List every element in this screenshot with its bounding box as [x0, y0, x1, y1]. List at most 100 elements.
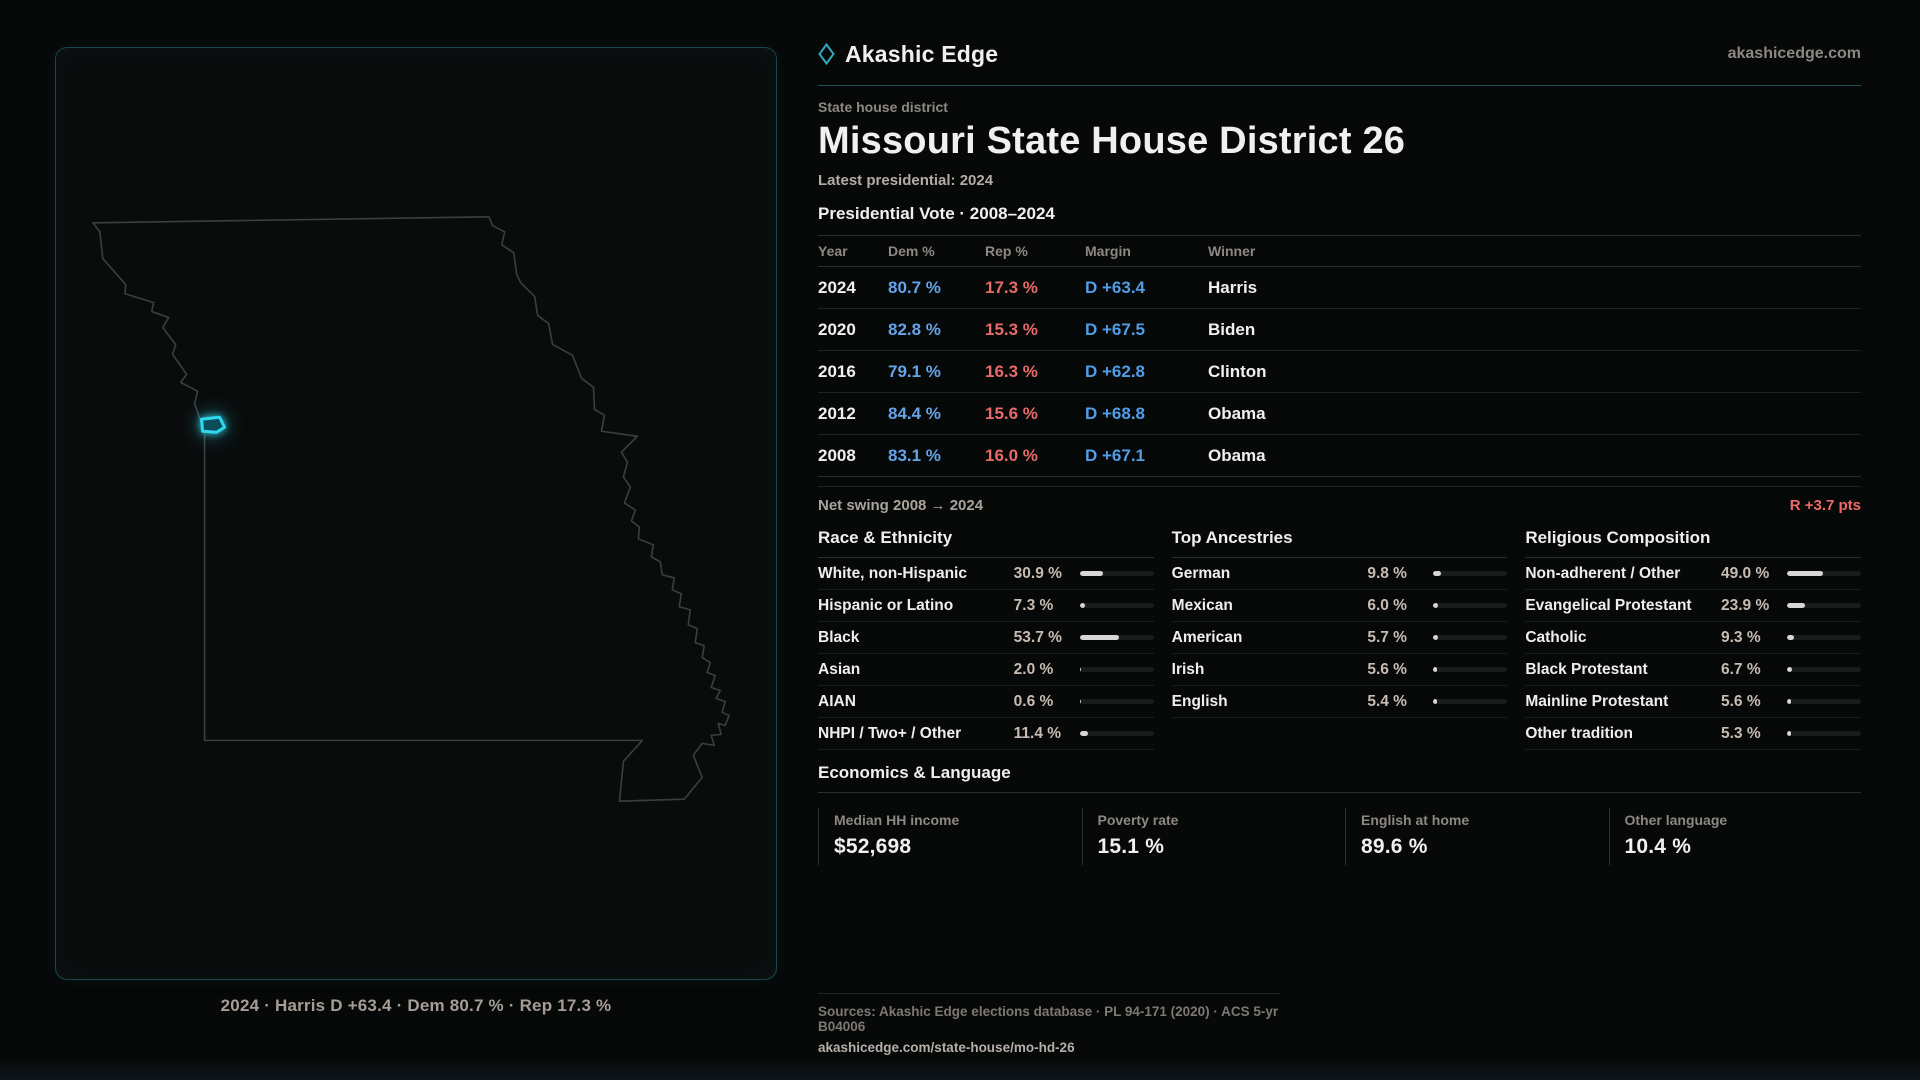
table-row: 2008 83.1 % 16.0 % D +67.1 Obama — [818, 435, 1861, 477]
demo-value: 2.0 % — [1013, 660, 1054, 678]
demo-bar — [1786, 635, 1861, 640]
demographics-section: Race & Ethnicity White, non-Hispanic 30.… — [818, 528, 1861, 750]
bar-fill — [1079, 667, 1082, 672]
year-cell: 2016 — [818, 361, 856, 381]
demo-bar — [1433, 571, 1508, 576]
dem-cell: 82.8 % — [888, 319, 941, 339]
economics-title: Economics & Language — [818, 763, 1861, 793]
main-content: Akashic Edge akashicedge.com State house… — [818, 40, 1861, 865]
list-item: Asian 2.0 % — [818, 654, 1154, 686]
demo-bar — [1079, 667, 1154, 672]
winner-cell: Obama — [1208, 445, 1266, 465]
demo-bar — [1079, 699, 1154, 704]
race-ethnicity-column: Race & Ethnicity White, non-Hispanic 30.… — [818, 528, 1154, 750]
demo-bar — [1079, 635, 1154, 640]
rep-cell: 16.3 % — [985, 361, 1038, 381]
demo-value: 5.6 % — [1367, 660, 1407, 678]
demo-label: Non-adherent / Other — [1525, 564, 1681, 582]
net-swing-row: Net swing 2008 → 2024 R +3.7 pts — [818, 486, 1861, 514]
stat-card: English at home 89.6 % — [1345, 808, 1598, 865]
col-dem: Dem % — [888, 243, 935, 259]
year-cell: 2020 — [818, 319, 856, 339]
list-item: Evangelical Protestant 23.9 % — [1525, 590, 1861, 622]
bar-fill — [1786, 603, 1805, 608]
margin-cell: D +68.8 — [1085, 403, 1146, 423]
race-ethnicity-title: Race & Ethnicity — [818, 528, 1154, 558]
demo-label: Mainline Protestant — [1525, 692, 1669, 710]
demo-label: Irish — [1171, 660, 1205, 678]
demo-value: 11.4 % — [1013, 724, 1062, 742]
stat-value: 15.1 % — [1097, 835, 1165, 858]
missouri-state-outline — [92, 216, 730, 802]
demo-bar — [1786, 571, 1861, 576]
vote-table-header: Year Dem % Rep % Margin Winner — [818, 236, 1861, 267]
bar-fill — [1786, 635, 1794, 640]
ancestries-title: Top Ancestries — [1171, 528, 1508, 558]
rep-cell: 15.6 % — [985, 403, 1038, 423]
bar-fill — [1786, 699, 1792, 704]
list-item: AIAN 0.6 % — [818, 686, 1154, 718]
bar-fill — [1079, 731, 1089, 736]
margin-cell: D +62.8 — [1085, 361, 1146, 381]
stat-value: 89.6 % — [1361, 835, 1428, 858]
list-item: Black 53.7 % — [818, 622, 1154, 654]
stat-value: $52,698 — [834, 835, 912, 858]
bar-fill — [1433, 699, 1438, 704]
rep-cell: 17.3 % — [985, 277, 1038, 297]
demo-value: 53.7 % — [1013, 628, 1062, 646]
bar-fill — [1433, 603, 1438, 608]
demo-bar — [1786, 667, 1861, 672]
list-item: Other tradition 5.3 % — [1525, 718, 1861, 750]
list-item: Mainline Protestant 5.6 % — [1525, 686, 1861, 718]
list-item: White, non-Hispanic 30.9 % — [818, 558, 1154, 590]
list-item: English 5.4 % — [1171, 686, 1508, 718]
demo-label: Catholic — [1525, 628, 1587, 646]
demo-label: American — [1171, 628, 1243, 646]
latest-presidential-note: Latest presidential: 2024 — [818, 172, 994, 189]
demo-label: NHPI / Two+ / Other — [818, 724, 962, 742]
bar-fill — [1786, 667, 1792, 672]
bar-fill — [1433, 571, 1441, 576]
brand-diamond-icon — [818, 43, 835, 65]
demo-label: Black Protestant — [1525, 660, 1648, 678]
dem-cell: 80.7 % — [888, 277, 941, 297]
religion-column: Religious Composition Non-adherent / Oth… — [1525, 528, 1861, 750]
demo-value: 5.6 % — [1720, 692, 1761, 710]
demo-bar — [1433, 635, 1508, 640]
dem-cell: 79.1 % — [888, 361, 941, 381]
stat-label: English at home — [1361, 812, 1470, 828]
demo-value: 49.0 % — [1720, 564, 1770, 582]
demo-label: German — [1171, 564, 1231, 582]
map-caption: 2024 · Harris D +63.4 · Dem 80.7 % · Rep… — [220, 996, 612, 1015]
demo-value: 5.3 % — [1720, 724, 1761, 742]
demo-value: 23.9 % — [1720, 596, 1770, 614]
rep-cell: 15.3 % — [985, 319, 1038, 339]
winner-cell: Clinton — [1208, 361, 1267, 381]
table-row: 2012 84.4 % 15.6 % D +68.8 Obama — [818, 393, 1861, 435]
list-item: Irish 5.6 % — [1171, 654, 1508, 686]
year-cell: 2024 — [818, 277, 856, 297]
bar-fill — [1786, 571, 1824, 576]
dem-cell: 84.4 % — [888, 403, 941, 423]
table-row: 2024 80.7 % 17.3 % D +63.4 Harris — [818, 267, 1861, 309]
winner-cell: Harris — [1208, 277, 1258, 297]
net-swing-value: R +3.7 pts — [1789, 497, 1861, 514]
table-row: 2016 79.1 % 16.3 % D +62.8 Clinton — [818, 351, 1861, 393]
demo-value: 6.0 % — [1367, 596, 1407, 614]
demo-value: 7.3 % — [1013, 596, 1054, 614]
brand-row: Akashic Edge akashicedge.com — [818, 40, 1861, 68]
economics-stats: Median HH income $52,698 Poverty rate 15… — [818, 808, 1861, 865]
permalink[interactable]: akashicedge.com/state-house/mo-hd-26 — [818, 1040, 1075, 1055]
col-year: Year — [818, 243, 848, 259]
winner-cell: Biden — [1208, 319, 1256, 339]
list-item: Hispanic or Latino 7.3 % — [818, 590, 1154, 622]
demo-value: 5.4 % — [1367, 692, 1407, 710]
demo-bar — [1079, 571, 1154, 576]
vote-table-title: Presidential Vote · 2008–2024 — [818, 204, 1055, 223]
net-swing-label: Net swing 2008 → 2024 — [818, 497, 984, 514]
demo-label: Mexican — [1171, 596, 1233, 614]
stat-card: Median HH income $52,698 — [818, 808, 1071, 865]
brand-domain-link[interactable]: akashicedge.com — [1727, 45, 1861, 62]
list-item: Black Protestant 6.7 % — [1525, 654, 1861, 686]
header-divider — [818, 85, 1861, 86]
